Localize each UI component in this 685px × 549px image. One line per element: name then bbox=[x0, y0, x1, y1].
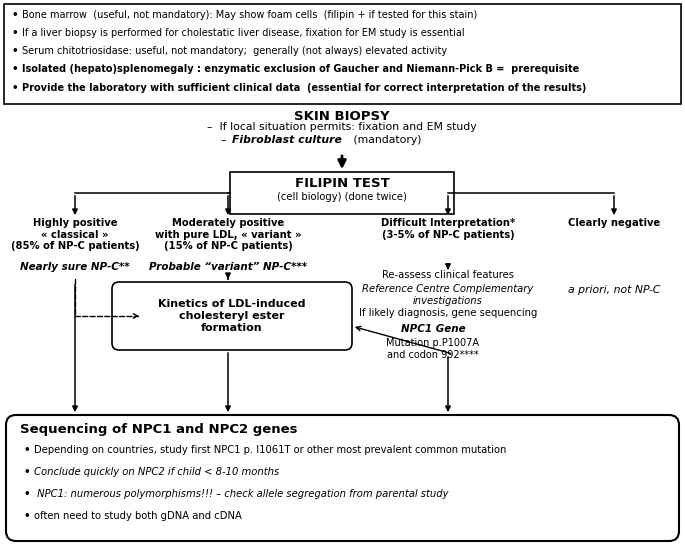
Text: Serum chitotriosidase: useful, not mandatory;  generally (not always) elevated a: Serum chitotriosidase: useful, not manda… bbox=[22, 46, 447, 57]
Text: –  If local situation permits: fixation and EM study: – If local situation permits: fixation a… bbox=[207, 122, 477, 132]
Text: (mandatory): (mandatory) bbox=[350, 135, 421, 145]
Text: Moderately positive
with pure LDL, « variant »
(15% of NP-C patients): Moderately positive with pure LDL, « var… bbox=[155, 218, 301, 251]
Bar bbox=[230, 172, 454, 214]
Text: Isolated (hepato)splenomegaly : enzymatic exclusion of Gaucher and Niemann-Pick : Isolated (hepato)splenomegaly : enzymati… bbox=[22, 64, 580, 75]
Text: Fibroblast culture: Fibroblast culture bbox=[232, 135, 342, 145]
Text: Provide the laboratory with sufficient clinical data  (essential for correct int: Provide the laboratory with sufficient c… bbox=[22, 83, 586, 93]
Text: •: • bbox=[12, 83, 18, 93]
Text: NPC1: numerous polymorphisms!!! – check allele segregation from parental study: NPC1: numerous polymorphisms!!! – check … bbox=[34, 489, 449, 499]
Text: •: • bbox=[24, 467, 31, 477]
Text: –: – bbox=[220, 135, 225, 145]
Text: Mutation p.P1007A
and codon 992****: Mutation p.P1007A and codon 992**** bbox=[386, 338, 480, 360]
Text: Conclude quickly on NPC2 if child < 8-10 months: Conclude quickly on NPC2 if child < 8-10… bbox=[34, 467, 279, 477]
Text: Re-assess clinical features: Re-assess clinical features bbox=[382, 270, 514, 280]
Text: •: • bbox=[12, 64, 18, 75]
FancyBboxPatch shape bbox=[6, 415, 679, 541]
Text: If likely diagnosis, gene sequencing: If likely diagnosis, gene sequencing bbox=[359, 308, 537, 318]
Text: •: • bbox=[24, 489, 31, 499]
Text: a priori, not NP-C: a priori, not NP-C bbox=[568, 285, 660, 295]
Text: •: • bbox=[12, 28, 18, 38]
Text: Bone marrow  (useful, not mandatory): May show foam cells  (filipin + if tested : Bone marrow (useful, not mandatory): May… bbox=[22, 10, 477, 20]
Text: Probable “variant” NP-C***: Probable “variant” NP-C*** bbox=[149, 262, 307, 272]
Text: •: • bbox=[24, 511, 31, 521]
Text: Clearly negative: Clearly negative bbox=[568, 218, 660, 228]
Bar bbox=[4, 4, 681, 104]
Text: often need to study both gDNA and cDNA: often need to study both gDNA and cDNA bbox=[34, 511, 242, 521]
Text: •: • bbox=[12, 46, 18, 57]
Text: •: • bbox=[12, 10, 18, 20]
Text: Depending on countries, study first NPC1 p. I1061T or other most prevalent commo: Depending on countries, study first NPC1… bbox=[34, 445, 506, 455]
Text: Sequencing of NPC1 and NPC2 genes: Sequencing of NPC1 and NPC2 genes bbox=[20, 423, 297, 436]
Text: Reference Centre Complementary
investigations: Reference Centre Complementary investiga… bbox=[362, 284, 534, 306]
FancyBboxPatch shape bbox=[112, 282, 352, 350]
Text: If a liver biopsy is performed for cholestatic liver disease, fixation for EM st: If a liver biopsy is performed for chole… bbox=[22, 28, 464, 38]
Text: SKIN BIOPSY: SKIN BIOPSY bbox=[294, 110, 390, 123]
Text: Kinetics of LDL-induced
cholesteryl ester
formation: Kinetics of LDL-induced cholesteryl este… bbox=[158, 299, 306, 333]
Text: Nearly sure NP-C**: Nearly sure NP-C** bbox=[20, 262, 130, 272]
Text: NPC1 Gene: NPC1 Gene bbox=[401, 324, 465, 334]
Text: (cell biology) (done twice): (cell biology) (done twice) bbox=[277, 192, 407, 202]
Text: •: • bbox=[24, 445, 31, 455]
Text: FILIPIN TEST: FILIPIN TEST bbox=[295, 177, 389, 190]
Text: Difficult Interpretation*
(3-5% of NP-C patients): Difficult Interpretation* (3-5% of NP-C … bbox=[381, 218, 515, 239]
Text: Highly positive
« classical »
(85% of NP-C patients): Highly positive « classical » (85% of NP… bbox=[11, 218, 139, 251]
